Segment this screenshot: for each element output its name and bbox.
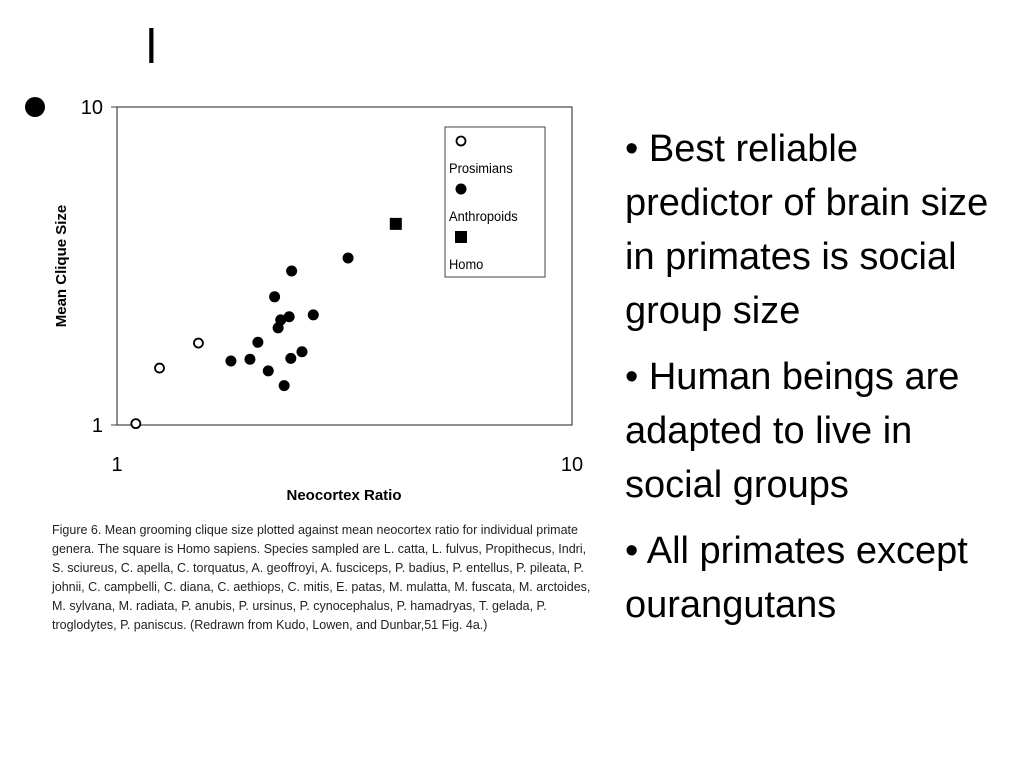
point [154,362,165,374]
point [130,418,142,430]
point [225,355,237,367]
point [278,380,290,392]
point [285,352,297,364]
legend-marker [455,135,467,147]
x-tick-label: 10 [561,454,583,476]
y-tick-label: 1 [92,415,103,437]
point [262,365,274,377]
point [296,346,308,358]
bullet: • Best reliable predictor of brain size … [625,128,989,332]
y-tick-label: 10 [81,97,103,119]
bullet-dot [25,97,45,117]
point [252,336,264,348]
point [269,291,281,303]
point [193,337,204,349]
legend-marker [455,183,467,195]
y-axis-label: Mean Clique Size [53,205,70,328]
legend-label: Homo [449,257,483,273]
point [283,311,295,323]
x-tick-label: 1 [111,454,122,476]
x-axis-label: Neocortex Ratio [286,487,401,504]
legend-label: Prosimians [449,161,513,177]
legend-box [444,126,546,278]
legend-label: Anthropoids [449,209,518,225]
legend-marker [455,231,467,243]
slide-title: l [146,21,157,74]
bullet: • Human beings are adapted to live in so… [625,356,960,506]
point [286,265,298,277]
point [275,314,287,326]
point [244,353,256,365]
point [389,217,402,230]
point [307,309,319,321]
chart: Neocortex Ratio Mean Clique Size 1 10 1 10 P… [25,97,583,504]
point [342,252,354,264]
plot-frame [116,106,573,426]
bullet-list: • Best reliable predictor of brain size … [625,122,1010,644]
bullet: • All primates except ourangutans [625,530,968,626]
figure-caption: Figure 6. Mean grooming clique size plot… [52,523,591,632]
